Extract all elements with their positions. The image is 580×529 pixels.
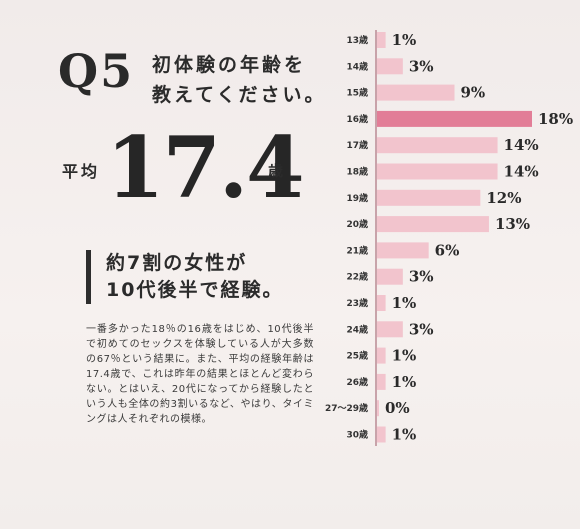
value-label: 1% — [392, 31, 417, 49]
value-label: 1% — [392, 426, 417, 444]
category-label: 14歳 — [346, 60, 368, 72]
bar — [377, 400, 379, 417]
category-label: 30歳 — [346, 429, 368, 441]
value-label: 13% — [495, 215, 530, 233]
value-label: 14% — [504, 163, 539, 181]
value-label: 6% — [435, 241, 460, 259]
value-label: 3% — [409, 268, 434, 286]
category-label: 20歳 — [346, 218, 368, 230]
bar — [377, 295, 386, 311]
bar — [377, 268, 403, 285]
lead-line-1: 約7割の女性が — [106, 252, 248, 274]
body-text: 一番多かった18％の16歳をはじめ、10代後半で初めてのセックスを体験している人… — [86, 324, 314, 425]
bar — [377, 163, 498, 180]
bar — [377, 216, 489, 233]
lead-text: 約7割の女性が 10代後半で経験。 — [106, 250, 283, 304]
average-label: 平均 — [62, 162, 101, 181]
bar — [377, 32, 386, 48]
bar — [377, 242, 429, 259]
bar — [377, 321, 403, 338]
category-label: 21歳 — [346, 244, 368, 256]
question-title: 初体験の年齢を教えてください。 — [152, 54, 327, 106]
category-label: 26歳 — [346, 376, 368, 388]
average-unit: 歳 — [268, 162, 284, 180]
lead-accent-bar — [86, 250, 91, 304]
category-label: 23歳 — [346, 297, 368, 309]
category-label: 17歳 — [346, 139, 368, 151]
value-label: 18% — [538, 110, 573, 128]
value-label: 9% — [461, 84, 486, 102]
category-label: 25歳 — [346, 350, 368, 362]
value-label: 3% — [409, 320, 434, 338]
category-label: 16歳 — [346, 113, 368, 125]
question-number: Q5 — [58, 44, 135, 98]
bar — [377, 137, 498, 154]
value-label: 1% — [392, 347, 417, 365]
category-label: 19歳 — [346, 192, 368, 204]
average-value: 17.4 — [106, 118, 305, 217]
category-label: 27〜29歳 — [325, 402, 368, 414]
bar — [377, 373, 386, 390]
bar — [377, 84, 455, 101]
value-label: 1% — [392, 294, 417, 312]
bar — [377, 347, 386, 364]
category-label: 22歳 — [346, 271, 368, 283]
value-label: 3% — [409, 57, 434, 75]
category-label: 15歳 — [346, 87, 368, 99]
lead-line-2: 10代後半で経験。 — [106, 279, 284, 301]
value-label: 12% — [486, 189, 521, 207]
value-label: 1% — [392, 373, 417, 391]
bar — [377, 426, 386, 443]
bar — [377, 58, 403, 75]
value-label: 0% — [385, 399, 410, 417]
bar — [377, 110, 532, 127]
value-label: 14% — [504, 136, 539, 154]
bar — [377, 189, 481, 206]
chart-bars-layer: 13歳 1% 14歳 3% 15歳 9% 16歳 18% 17歳 14% 18歳 14% 19歳 12% 2… — [325, 31, 573, 444]
category-label: 13歳 — [346, 34, 368, 46]
category-label: 24歳 — [346, 323, 368, 335]
category-label: 18歳 — [346, 166, 368, 178]
